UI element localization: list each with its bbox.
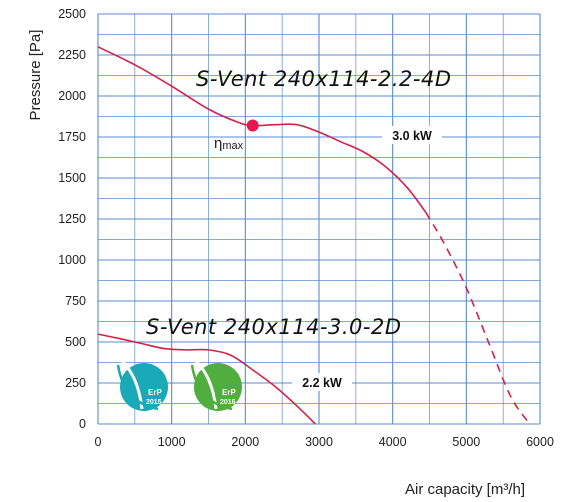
y-tick-labels: 0 250 500 750 1000 1250 1500 1750 2000 2250 2500 (58, 7, 86, 431)
x-tick-labels: 0 1000 2000 3000 4000 5000 6000 (95, 435, 554, 449)
x-tick-label: 4000 (379, 435, 407, 449)
y-tick-label: 2500 (58, 7, 86, 21)
y-tick-label: 500 (65, 335, 86, 349)
erp-2016-badge: ErP 2016 (190, 359, 242, 411)
eta-max-label: ηmax (214, 135, 244, 152)
series-title-2d: S-Vent 240x114-3.0-2D (146, 315, 402, 339)
erp-2015-badge: ErP 2015 (116, 359, 168, 411)
power-label-3kw: 3.0 kW (382, 126, 442, 144)
y-tick-label: 1250 (58, 212, 86, 226)
power-label-2kw-bg (292, 373, 352, 391)
series-1-curve (97, 333, 316, 425)
y-tick-label: 2000 (58, 89, 86, 103)
power-label-2kw: 2.2 kW (292, 373, 352, 391)
curves (97, 46, 531, 425)
erp-2015-year: 2015 (146, 399, 162, 406)
series-0-curve (97, 46, 427, 213)
y-axis-title: Pressure [Pa] (27, 30, 44, 121)
y-tick-label: 2250 (58, 48, 86, 62)
power-label-2kw-text: 2.2 kW (302, 376, 342, 390)
eta-max-point (246, 119, 259, 132)
eta-subscript: max (222, 140, 243, 152)
y-tick-label: 1500 (58, 171, 86, 185)
x-tick-label: 3000 (305, 435, 333, 449)
erp-2016-label: ErP (222, 388, 236, 397)
power-label-3kw-bg (382, 126, 442, 144)
y-tick-label: 1000 (58, 253, 86, 267)
x-tick-label: 6000 (526, 435, 554, 449)
eta-symbol: η (214, 135, 222, 152)
erp-2016-year: 2016 (220, 399, 236, 406)
power-label-3kw-text: 3.0 kW (392, 129, 432, 143)
erp-2016-leaf-outline-icon (190, 364, 233, 411)
y-tick-label: 250 (65, 376, 86, 390)
x-tick-label: 5000 (452, 435, 480, 449)
x-tick-label: 1000 (158, 435, 186, 449)
x-axis-title: Air capacity [m³/h] (405, 481, 525, 498)
erp-2015-leaf-outline-icon (116, 364, 159, 411)
series-title-4d: S-Vent 240x114-2.2-4D (196, 67, 452, 91)
erp-2015-label: ErP (148, 388, 162, 397)
y-tick-label: 1750 (58, 130, 86, 144)
x-tick-label: 0 (95, 435, 102, 449)
x-tick-label: 2000 (231, 435, 259, 449)
y-tick-label: 0 (79, 417, 86, 431)
series-0-curve-extrapolated (425, 212, 531, 425)
y-tick-label: 750 (65, 294, 86, 308)
erp-badges: ErP 2015 ErP 2016 (116, 359, 242, 411)
eta-max-marker: ηmax (214, 119, 259, 152)
